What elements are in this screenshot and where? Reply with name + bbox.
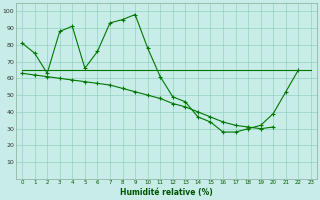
X-axis label: Humidité relative (%): Humidité relative (%)	[120, 188, 213, 197]
